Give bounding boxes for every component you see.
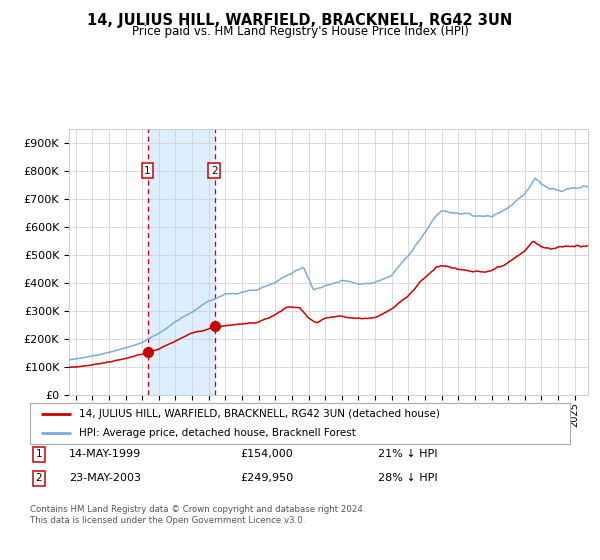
Text: 14-MAY-1999: 14-MAY-1999 [69,449,141,459]
Text: 2: 2 [35,473,43,483]
Text: Price paid vs. HM Land Registry's House Price Index (HPI): Price paid vs. HM Land Registry's House … [131,25,469,38]
Text: £154,000: £154,000 [240,449,293,459]
Text: 2: 2 [211,166,218,176]
Text: 23-MAY-2003: 23-MAY-2003 [69,473,141,483]
Text: HPI: Average price, detached house, Bracknell Forest: HPI: Average price, detached house, Brac… [79,428,355,437]
Text: Contains HM Land Registry data © Crown copyright and database right 2024.
This d: Contains HM Land Registry data © Crown c… [30,505,365,525]
Text: 1: 1 [144,166,151,176]
Text: 14, JULIUS HILL, WARFIELD, BRACKNELL, RG42 3UN: 14, JULIUS HILL, WARFIELD, BRACKNELL, RG… [88,13,512,28]
Text: £249,950: £249,950 [240,473,293,483]
Text: 14, JULIUS HILL, WARFIELD, BRACKNELL, RG42 3UN (detached house): 14, JULIUS HILL, WARFIELD, BRACKNELL, RG… [79,409,439,419]
Text: 1: 1 [35,449,43,459]
Text: 28% ↓ HPI: 28% ↓ HPI [378,473,437,483]
Text: 21% ↓ HPI: 21% ↓ HPI [378,449,437,459]
Bar [148,129,215,395]
